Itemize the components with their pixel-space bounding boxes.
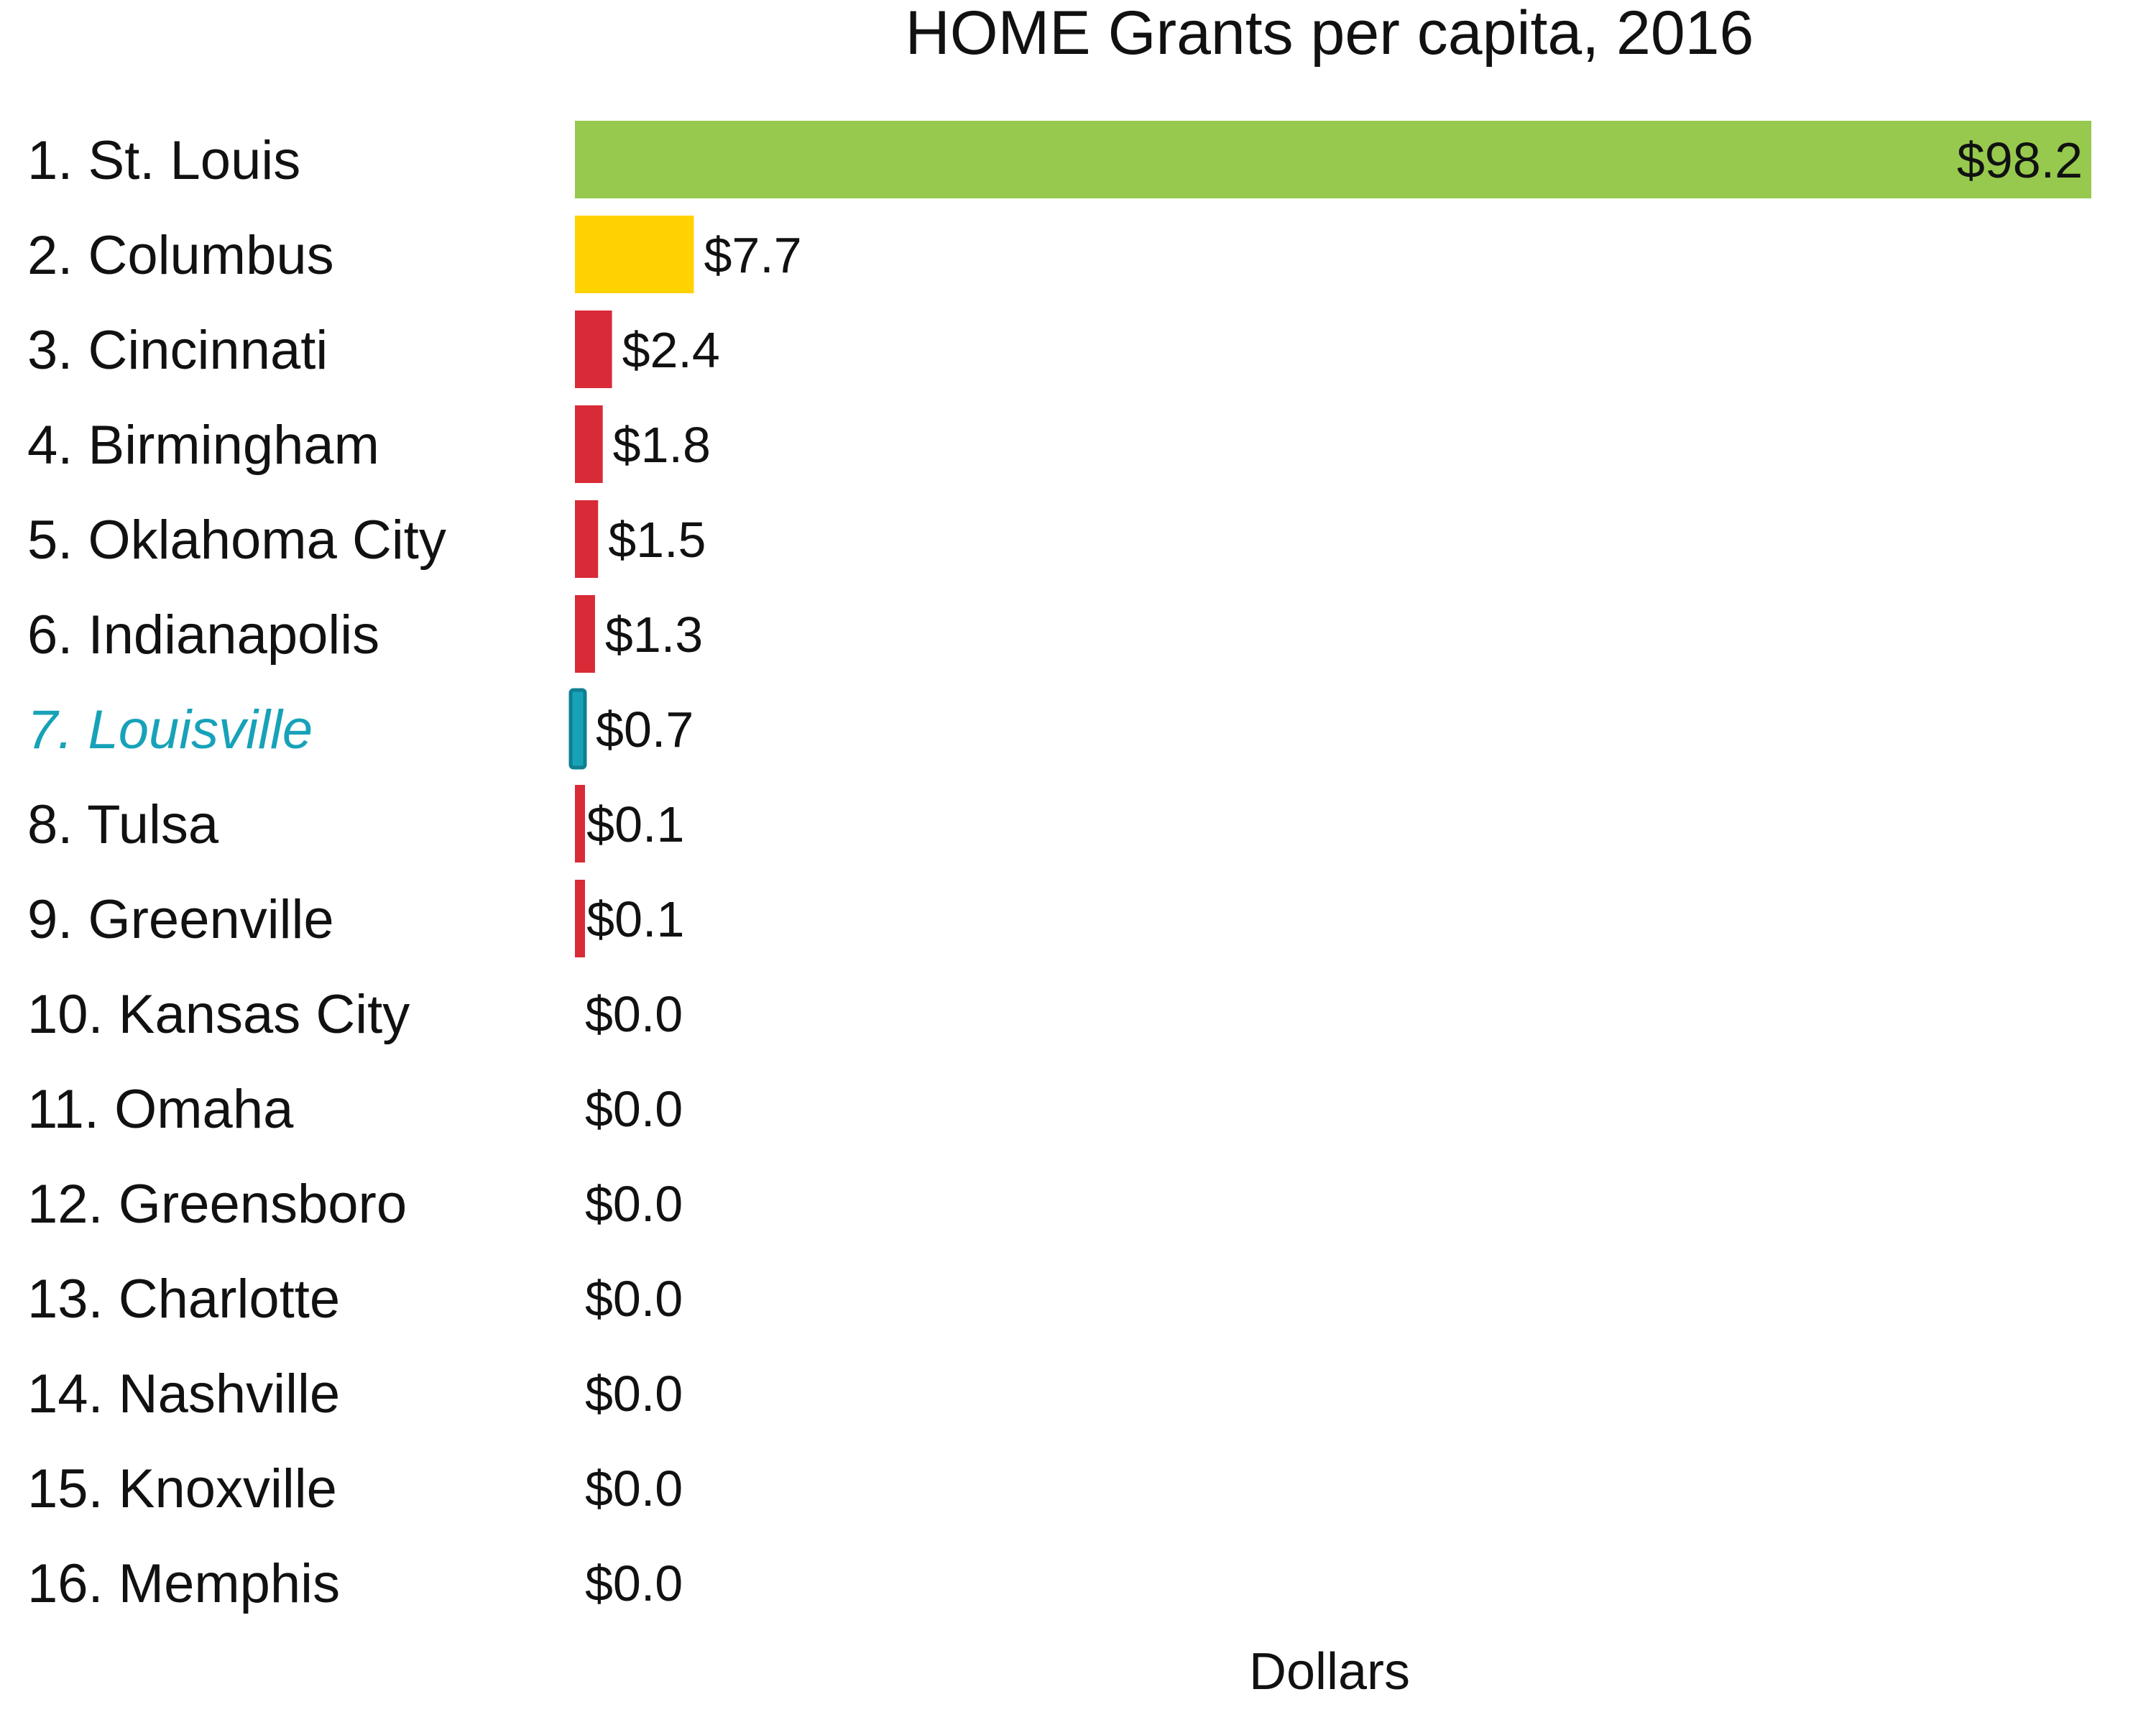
x-axis-label: Dollars — [1249, 1643, 1410, 1701]
bar — [575, 216, 694, 293]
value-label: $0.7 — [596, 702, 694, 758]
value-label: $98.2 — [1957, 132, 2083, 188]
value-label: $1.3 — [605, 607, 703, 663]
value-label: $0.0 — [585, 1271, 683, 1327]
bar — [575, 595, 595, 673]
value-label: $7.7 — [704, 227, 801, 283]
bar — [575, 785, 585, 862]
bar — [575, 500, 599, 578]
chart-rows: 1. St. Louis $98.2 2. Columbus $7.7 3. Cinci… — [27, 121, 2091, 1614]
category-label: 8. Tulsa — [27, 794, 219, 855]
category-label: 11. Omaha — [27, 1079, 294, 1140]
bar — [575, 310, 612, 388]
chart-title: HOME Grants per capita, 2016 — [906, 0, 1754, 68]
value-label: $0.1 — [586, 891, 684, 947]
category-label: 14. Nashville — [27, 1363, 340, 1425]
category-label: 5. Oklahoma City — [27, 510, 446, 571]
category-label: 16. Memphis — [27, 1553, 340, 1614]
category-label: 2. Columbus — [27, 225, 334, 286]
category-label: 15. Knoxville — [27, 1458, 337, 1519]
category-label: 9. Greenville — [27, 889, 334, 950]
bar — [575, 880, 585, 957]
value-label: $1.5 — [608, 512, 706, 568]
value-label: $1.8 — [613, 417, 711, 473]
category-label: 6. Indianapolis — [27, 604, 379, 666]
category-label: 13. Charlotte — [27, 1269, 340, 1330]
value-label: $0.0 — [585, 1366, 683, 1422]
bar — [575, 405, 603, 483]
value-label: $0.0 — [585, 1555, 683, 1611]
value-label: $0.0 — [585, 1176, 683, 1232]
category-label: 1. St. Louis — [27, 130, 300, 191]
value-label: $2.4 — [622, 322, 720, 378]
category-label: 4. Birmingham — [27, 415, 379, 476]
value-label: $0.0 — [585, 1081, 683, 1137]
category-label: 12. Greensboro — [27, 1174, 407, 1235]
value-label: $0.0 — [585, 1460, 683, 1517]
category-label: 10. Kansas City — [27, 984, 410, 1045]
bar — [568, 688, 587, 770]
value-label: $0.1 — [586, 796, 684, 852]
category-label: 7. Louisville — [27, 699, 313, 760]
value-label: $0.0 — [585, 986, 683, 1042]
bar — [575, 121, 2091, 198]
category-label: 3. Cincinnati — [27, 320, 328, 381]
